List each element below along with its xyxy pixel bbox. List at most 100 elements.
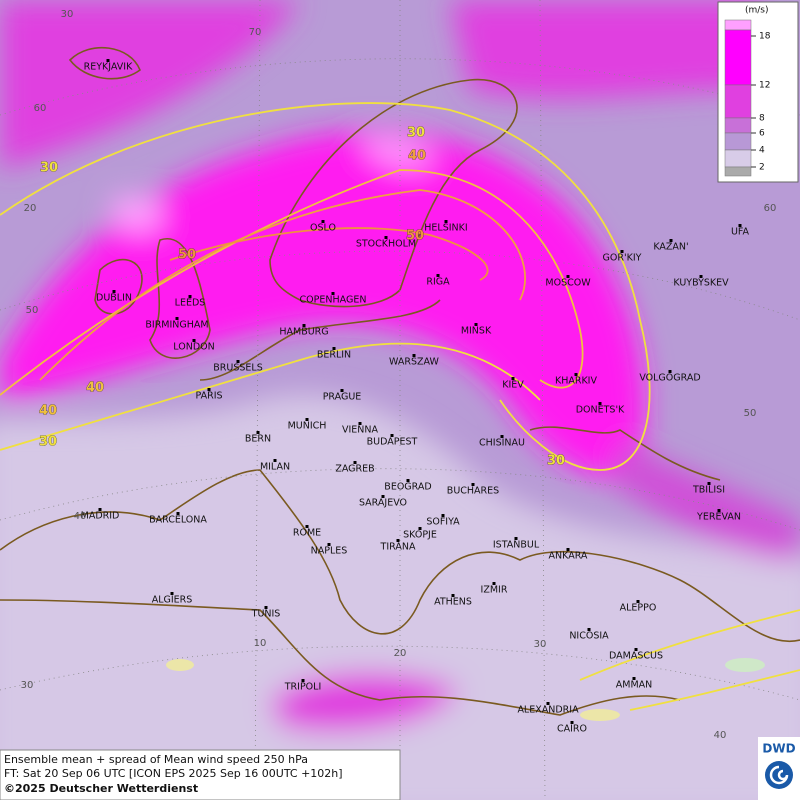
city-label: ISTANBUL bbox=[493, 540, 540, 551]
city-marker bbox=[632, 677, 636, 680]
city-label: ZAGREB bbox=[335, 464, 374, 475]
city-marker bbox=[301, 679, 305, 682]
city-label: DAMASCUS bbox=[609, 651, 663, 662]
city-marker bbox=[669, 239, 673, 242]
legend-swatch bbox=[724, 132, 752, 151]
city-label: KHARKIV bbox=[555, 376, 598, 387]
city-marker bbox=[396, 539, 400, 542]
legend-swatch bbox=[724, 19, 752, 31]
legend-unit: (m/s) bbox=[745, 6, 769, 16]
legend-label: 6 bbox=[759, 129, 765, 139]
city-marker bbox=[574, 373, 578, 376]
city-marker bbox=[302, 324, 306, 327]
graticule-label: 30 bbox=[21, 680, 34, 691]
city-marker bbox=[511, 377, 515, 380]
city-label: REYKJAVIK bbox=[84, 62, 133, 73]
city-label: MILAN bbox=[260, 462, 290, 473]
city-label: BEOGRAD bbox=[384, 482, 431, 493]
graticule-label: 50 bbox=[26, 305, 39, 316]
city-marker bbox=[112, 290, 116, 293]
city-label: DONETS'K bbox=[576, 405, 625, 416]
footer-text: Ensemble mean + spread of Mean wind spee… bbox=[4, 753, 308, 766]
city-marker bbox=[566, 548, 570, 551]
graticule-label: 60 bbox=[34, 103, 47, 114]
graticule-label: 20 bbox=[394, 648, 407, 659]
footer: Ensemble mean + spread of Mean wind spee… bbox=[0, 749, 401, 800]
city-marker bbox=[738, 224, 742, 227]
city-label: KIEV bbox=[502, 380, 524, 391]
city-label: WARSZAW bbox=[389, 357, 439, 368]
city-marker bbox=[327, 543, 331, 546]
legend: (m/s) 18 12 8 6 4 2 bbox=[717, 1, 799, 183]
graticule-label: 70 bbox=[249, 27, 262, 38]
city-marker bbox=[332, 347, 336, 350]
city-label: ANKARA bbox=[549, 551, 588, 562]
graticule-label: 10 bbox=[254, 638, 267, 649]
city-marker bbox=[474, 323, 478, 326]
city-label: LONDON bbox=[173, 342, 214, 353]
city-marker bbox=[699, 275, 703, 278]
city-label: TUNIS bbox=[251, 609, 281, 620]
logo: DWD bbox=[758, 737, 800, 800]
city-marker bbox=[717, 509, 721, 512]
legend-label: 12 bbox=[759, 81, 770, 91]
graticule-label: 30 bbox=[534, 639, 547, 650]
city-label: YEREVAN bbox=[696, 512, 741, 523]
city-label: ALEXANDRIA bbox=[517, 705, 579, 716]
city-label: DUBLIN bbox=[96, 293, 132, 304]
city-marker bbox=[390, 434, 394, 437]
city-marker bbox=[175, 317, 179, 320]
city-marker bbox=[444, 220, 448, 223]
city-label: NICOSIA bbox=[569, 631, 609, 642]
city-marker bbox=[192, 339, 196, 342]
city-label: MADRID bbox=[81, 511, 120, 522]
city-label: PARIS bbox=[195, 391, 222, 402]
city-label: OSLO bbox=[310, 223, 336, 234]
legend-swatch bbox=[724, 166, 752, 177]
city-marker bbox=[441, 514, 445, 517]
legend-label: 8 bbox=[759, 114, 765, 124]
city-label: LEEDS bbox=[175, 298, 206, 309]
city-label: HELSINKI bbox=[424, 223, 467, 234]
graticule-label: 50 bbox=[744, 408, 757, 419]
city-label: ALEPPO bbox=[620, 603, 657, 614]
city-marker bbox=[451, 594, 455, 597]
city-marker bbox=[340, 389, 344, 392]
city-label: MUNICH bbox=[288, 421, 327, 432]
city-marker bbox=[381, 495, 385, 498]
city-label: COPENHAGEN bbox=[300, 295, 367, 306]
contour-label: 40 bbox=[39, 404, 57, 419]
city-label: CAIRO bbox=[557, 724, 587, 735]
city-marker bbox=[636, 600, 640, 603]
city-label: STOCKHOLM bbox=[356, 239, 416, 250]
legend-swatch bbox=[724, 149, 752, 168]
city-marker bbox=[406, 479, 410, 482]
legend-swatch bbox=[724, 84, 752, 119]
legend-label: 2 bbox=[759, 163, 765, 173]
footer-text: FT: Sat 20 Sep 06 UTC [ICON EPS 2025 Sep… bbox=[4, 767, 343, 780]
city-marker bbox=[353, 461, 357, 464]
contour-label: 30 bbox=[407, 126, 425, 141]
contour-label: 50 bbox=[178, 248, 196, 263]
city-label: MINSK bbox=[461, 326, 492, 337]
graticule-label: 20 bbox=[24, 203, 37, 214]
city-marker bbox=[418, 527, 422, 530]
city-marker bbox=[264, 606, 268, 609]
city-label: BERN bbox=[245, 434, 271, 445]
legend-label: 4 bbox=[759, 146, 765, 156]
city-label: CHISINAU bbox=[479, 438, 525, 449]
city-marker bbox=[514, 537, 518, 540]
city-label: IZMIR bbox=[481, 585, 508, 596]
contour-label: 30 bbox=[39, 435, 57, 450]
city-marker bbox=[188, 295, 192, 298]
city-label: RIGA bbox=[426, 277, 450, 288]
city-label: UFA bbox=[731, 227, 750, 238]
city-marker bbox=[305, 525, 309, 528]
city-label: BARCELONA bbox=[149, 515, 207, 526]
city-marker bbox=[358, 422, 362, 425]
city-marker bbox=[176, 512, 180, 515]
city-marker bbox=[98, 508, 102, 511]
city-label: NAPLES bbox=[311, 546, 348, 557]
